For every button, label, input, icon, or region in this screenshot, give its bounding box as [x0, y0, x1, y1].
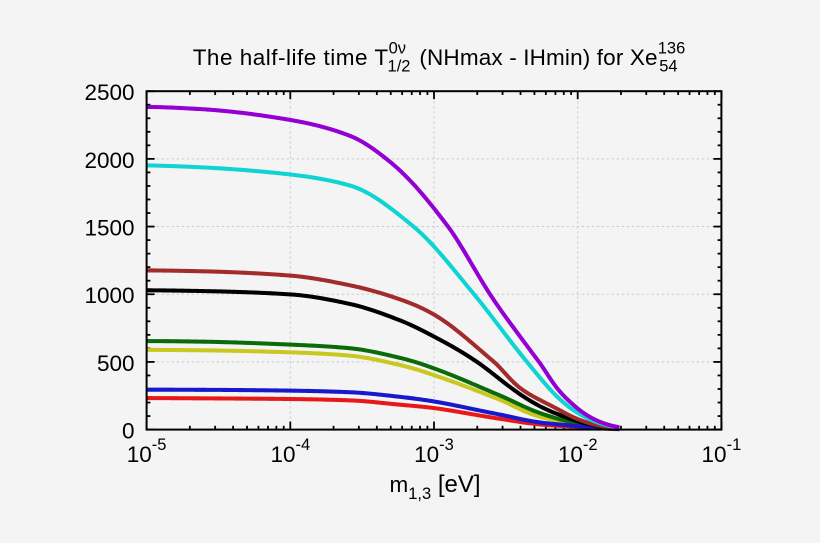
svg-text:500: 500: [97, 351, 135, 376]
svg-text:1500: 1500: [84, 215, 134, 240]
svg-text:1000: 1000: [84, 283, 134, 308]
svg-text:2500: 2500: [84, 80, 134, 105]
svg-text:2000: 2000: [84, 148, 134, 173]
svg-text:10-3: 10-3: [414, 436, 454, 467]
svg-text:10-4: 10-4: [270, 436, 310, 467]
svg-text:0: 0: [122, 419, 135, 444]
svg-text:10-5: 10-5: [127, 436, 167, 467]
